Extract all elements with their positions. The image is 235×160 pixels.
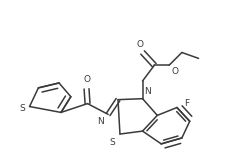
- Text: O: O: [136, 40, 143, 48]
- Text: O: O: [171, 67, 178, 76]
- Text: F: F: [184, 99, 189, 108]
- Text: N: N: [98, 117, 104, 126]
- Text: S: S: [20, 104, 26, 113]
- Text: N: N: [145, 87, 151, 96]
- Text: S: S: [109, 138, 115, 147]
- Text: O: O: [83, 75, 90, 84]
